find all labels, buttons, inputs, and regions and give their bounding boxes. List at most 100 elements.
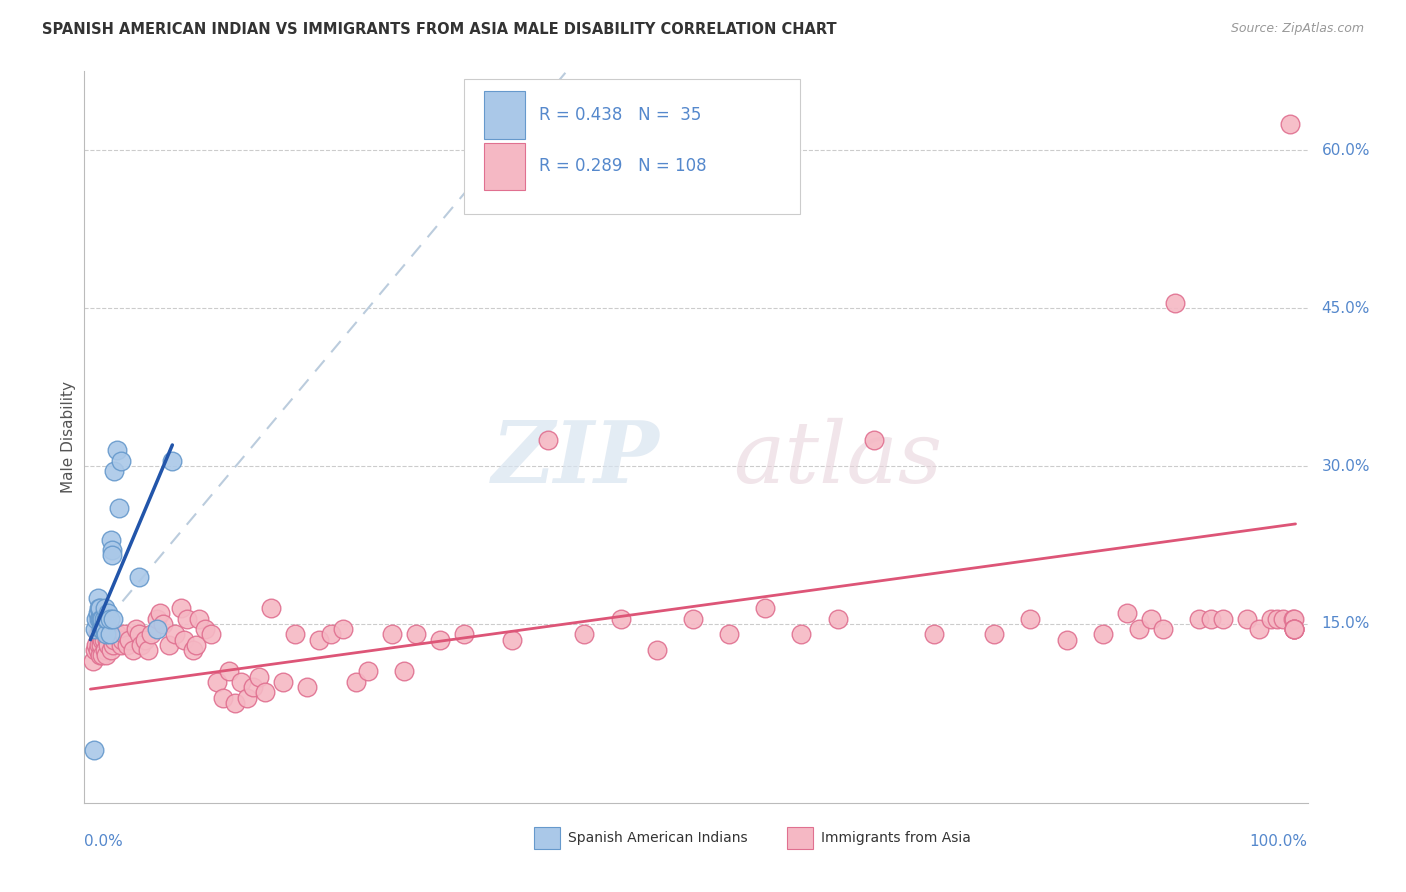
Point — [718, 627, 741, 641]
Text: SPANISH AMERICAN INDIAN VS IMMIGRANTS FROM ASIA MALE DISABILITY CORRELATION CHAR: SPANISH AMERICAN INDIAN VS IMMIGRANTS FR… — [42, 22, 837, 37]
Point — [100, 533, 122, 547]
Point — [87, 612, 110, 626]
Point — [1267, 612, 1289, 626]
Point — [501, 632, 523, 647]
Point — [101, 549, 124, 563]
Point — [1284, 622, 1306, 636]
Point — [86, 612, 108, 626]
Point — [1272, 612, 1295, 626]
Text: 15.0%: 15.0% — [1322, 616, 1369, 632]
Point — [94, 612, 117, 626]
Point — [128, 569, 150, 583]
Point — [149, 607, 172, 621]
Point — [91, 612, 114, 626]
Point — [790, 627, 813, 641]
Point — [90, 638, 112, 652]
Point — [242, 680, 264, 694]
Point — [1019, 612, 1042, 626]
Point — [212, 690, 235, 705]
Point — [1284, 612, 1306, 626]
Point — [91, 622, 114, 636]
Point — [101, 543, 124, 558]
Point — [224, 696, 246, 710]
FancyBboxPatch shape — [484, 92, 524, 139]
Point — [112, 627, 135, 641]
Point — [103, 632, 125, 647]
Point — [136, 643, 159, 657]
Point — [90, 612, 112, 626]
Point — [91, 622, 114, 636]
Point — [86, 638, 108, 652]
Point — [103, 464, 125, 478]
Point — [922, 627, 945, 641]
Point — [1140, 612, 1163, 626]
Point — [84, 622, 107, 636]
Point — [200, 627, 222, 641]
Point — [134, 632, 156, 647]
Point — [1284, 622, 1306, 636]
Point — [97, 627, 120, 641]
Point — [1284, 622, 1306, 636]
Point — [1284, 622, 1306, 636]
Point — [754, 601, 776, 615]
Point — [87, 638, 110, 652]
Point — [173, 632, 195, 647]
Point — [218, 665, 240, 679]
Point — [94, 622, 117, 636]
Point — [236, 690, 259, 705]
Point — [862, 433, 884, 447]
Point — [321, 627, 343, 641]
Point — [1212, 612, 1234, 626]
Point — [94, 648, 117, 663]
Point — [105, 443, 128, 458]
Point — [103, 638, 125, 652]
Point — [86, 591, 108, 605]
Point — [205, 674, 228, 689]
Text: 100.0%: 100.0% — [1250, 834, 1308, 849]
Point — [1260, 612, 1282, 626]
Text: 60.0%: 60.0% — [1322, 143, 1369, 158]
Point — [139, 627, 162, 641]
Point — [125, 622, 148, 636]
Point — [103, 612, 125, 626]
Point — [356, 665, 378, 679]
Point — [89, 616, 111, 631]
Point — [90, 622, 112, 636]
Point — [682, 612, 704, 626]
Point — [645, 643, 668, 657]
FancyBboxPatch shape — [464, 78, 800, 214]
Text: ZIP: ZIP — [492, 417, 659, 500]
Point — [91, 648, 114, 663]
Point — [94, 601, 117, 615]
Point — [1188, 612, 1211, 626]
Point — [86, 607, 108, 621]
Point — [194, 622, 217, 636]
Point — [247, 669, 270, 683]
Point — [260, 601, 283, 615]
Point — [186, 638, 208, 652]
Point — [101, 627, 124, 641]
Text: Spanish American Indians: Spanish American Indians — [568, 831, 748, 845]
Y-axis label: Male Disability: Male Disability — [60, 381, 76, 493]
Point — [1115, 607, 1137, 621]
Point — [574, 627, 596, 641]
Point — [181, 643, 204, 657]
Point — [983, 627, 1005, 641]
Point — [111, 632, 134, 647]
Point — [97, 607, 120, 621]
Point — [170, 601, 193, 615]
Point — [827, 612, 849, 626]
Point — [115, 638, 138, 652]
Point — [254, 685, 277, 699]
Point — [145, 622, 167, 636]
Point — [1091, 627, 1114, 641]
Point — [145, 612, 167, 626]
Point — [405, 627, 427, 641]
Point — [1282, 612, 1305, 626]
FancyBboxPatch shape — [484, 143, 524, 190]
Point — [100, 643, 122, 657]
Point — [89, 612, 111, 626]
Text: 45.0%: 45.0% — [1322, 301, 1369, 316]
Point — [93, 622, 115, 636]
Point — [284, 627, 307, 641]
